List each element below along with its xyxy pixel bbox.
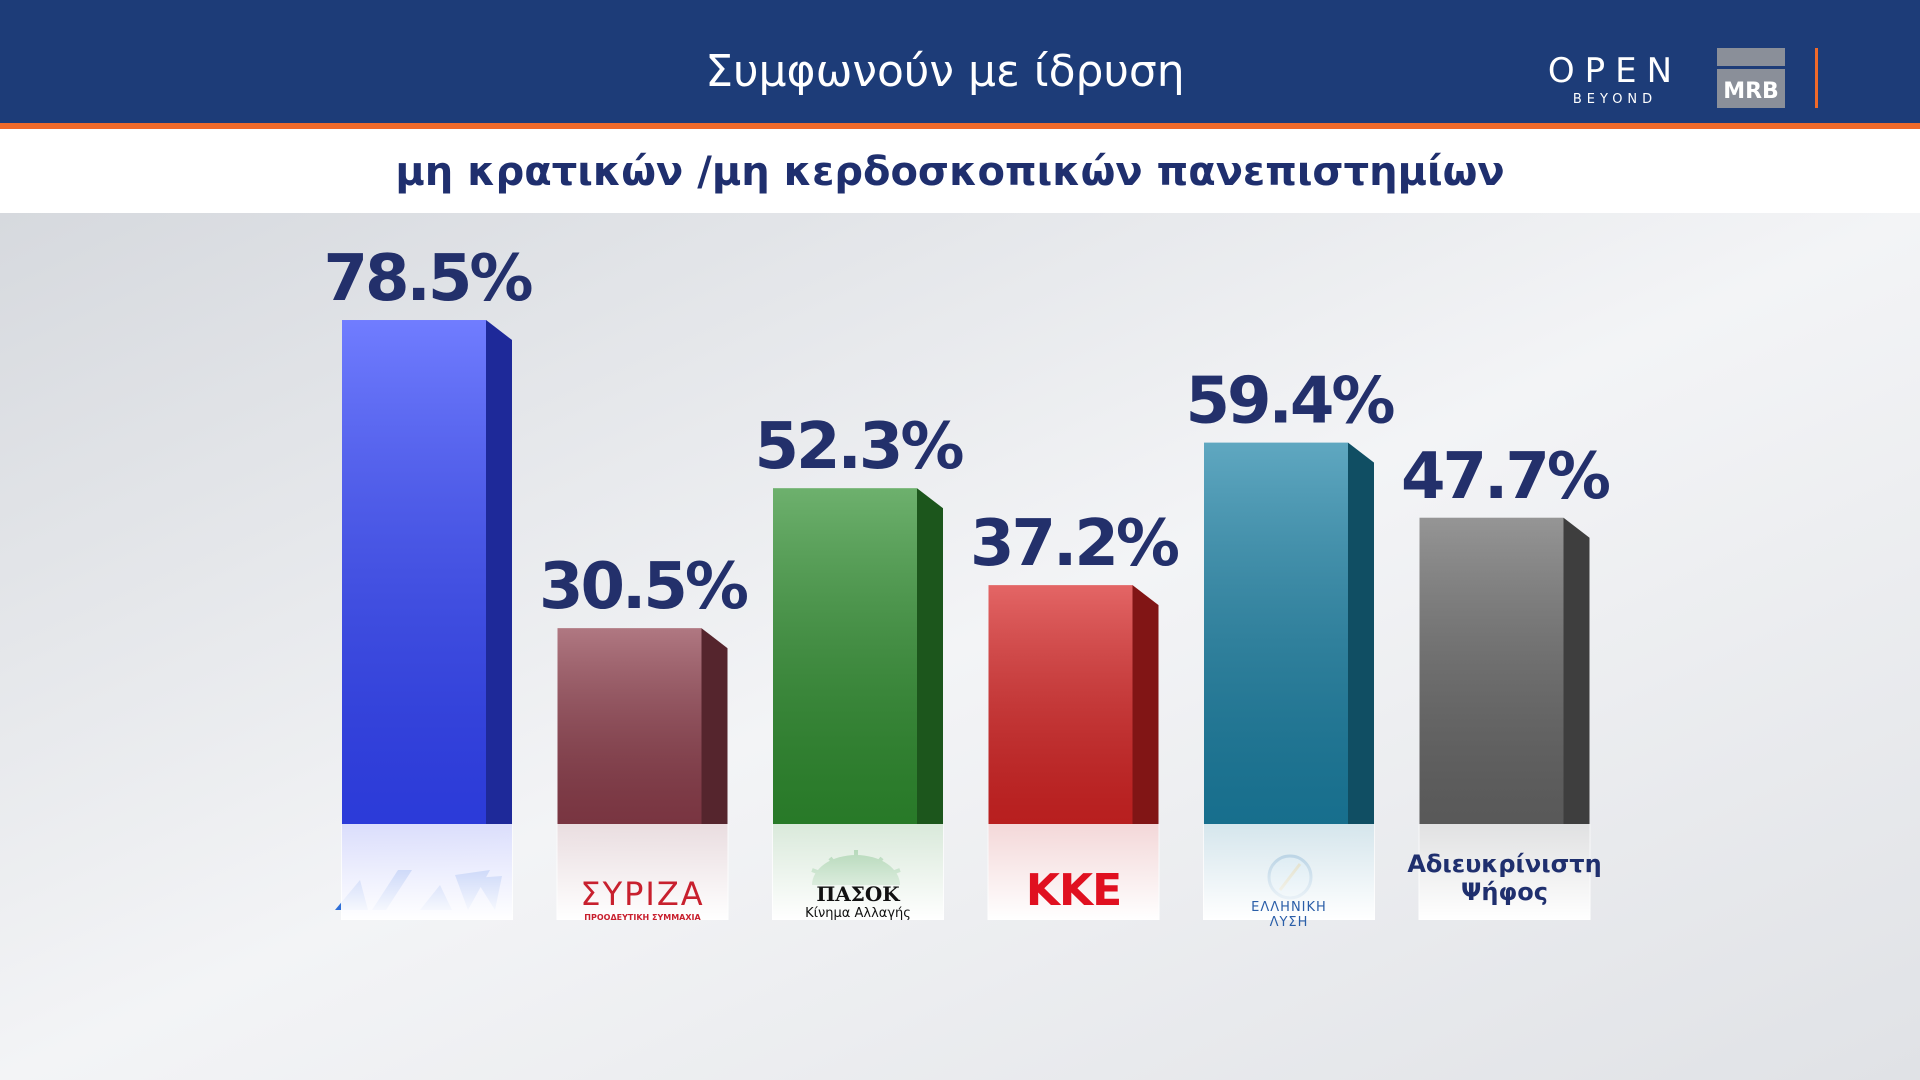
bar-side-shade [1563, 517, 1590, 824]
bar-shine [1204, 442, 1348, 824]
reflection-fade [772, 824, 944, 920]
bar-shine [773, 488, 917, 824]
bar-shine [557, 628, 702, 824]
reflection-fade [341, 824, 513, 920]
bar-side-shade [486, 320, 512, 824]
category-name: ΚΚΕ [1025, 865, 1122, 916]
value-label: 30.5% [539, 550, 748, 624]
bar-side [701, 628, 728, 824]
header-accent [0, 123, 1920, 129]
background [0, 213, 1920, 1080]
category-name: Αδιευκρίνιστη Ψήφος [1407, 850, 1602, 906]
value-label: 52.3% [754, 410, 963, 484]
category-label: ΚΚΕ [974, 865, 1174, 916]
subtitle-band [0, 129, 1920, 213]
brand-tagline: BEYOND [1573, 92, 1657, 107]
bar-side [917, 488, 943, 824]
bar-side-shade [1348, 442, 1374, 824]
value-label: 59.4% [1185, 365, 1394, 439]
value-label: 47.7% [1401, 440, 1610, 514]
category-label: Αδιευκρίνιστη Ψήφος [1405, 850, 1605, 906]
subtitle: μη κρατικών /μη κερδοσκοπικών πανεπιστημ… [395, 149, 1504, 195]
bar-side [1348, 442, 1374, 824]
category-name: ΕΛΛΗΝΙΚΗ ΛΥΣΗ [1251, 900, 1327, 930]
category-label: ΕΛΛΗΝΙΚΗ ΛΥΣΗ [1189, 900, 1389, 930]
title: Συμφωνούν με ίδρυση [705, 46, 1184, 97]
category-name: ΣΥΡΙΖΑ [580, 875, 705, 913]
header-bar [0, 0, 1920, 125]
brand-logo: OPEN [1548, 51, 1682, 91]
bar-shine [988, 585, 1133, 824]
value-label: 78.5% [323, 242, 532, 316]
bar-shine [1419, 517, 1564, 824]
reflection-fade [1418, 824, 1591, 920]
bar-side-shade [1132, 585, 1159, 824]
value-label: 37.2% [970, 507, 1179, 581]
category-name: ΠΑΣΟΚ [816, 882, 900, 906]
bar-shine [342, 320, 486, 824]
reflection-fade [1203, 824, 1375, 920]
category-label: ΠΑΣΟΚ Κίνημα Αλλαγής [758, 882, 958, 921]
reflection-fade [556, 824, 729, 920]
category-sublabel: ΠΡΟΟΔΕΥΤΙΚΗ ΣΥΜΜΑΧΙΑ [584, 913, 701, 922]
bar-side-shade [701, 628, 728, 824]
pollster-logo-line [1717, 66, 1785, 69]
bar-side [486, 320, 512, 824]
header-divider [1815, 48, 1818, 108]
bar-side [1132, 585, 1159, 824]
category-sublabel: Κίνημα Αλλαγής [805, 906, 911, 921]
pollster-logo-bg [1717, 48, 1785, 108]
bar-side-shade [917, 488, 943, 824]
pollster-logo: MRB [1723, 79, 1779, 104]
reflection-fade [987, 824, 1160, 920]
category-label: ΣΥΡΙΖΑ ΠΡΟΟΔΕΥΤΙΚΗ ΣΥΜΜΑΧΙΑ [543, 875, 743, 922]
bar-side [1563, 517, 1590, 824]
